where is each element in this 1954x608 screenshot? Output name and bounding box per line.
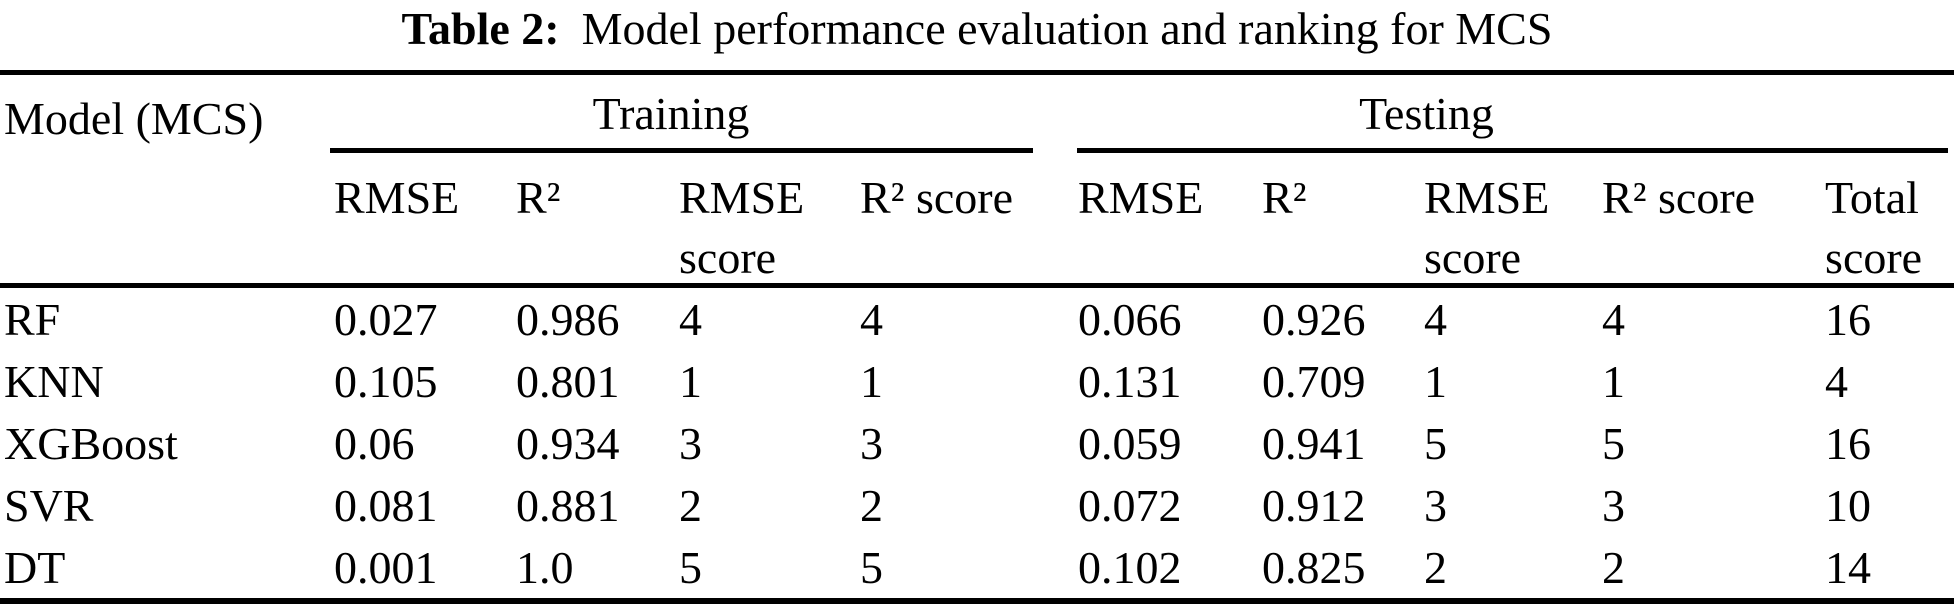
table-row-dt: DT 0.001 1.0 5 5 0.102 0.825 2 2 14 [0, 536, 1954, 598]
cell-test-r2: 0.941 [1262, 417, 1366, 469]
column-header-model: Model (MCS) [4, 93, 264, 144]
cell-train-rmse-score: 3 [679, 417, 702, 469]
cell-train-rmse: 0.105 [334, 355, 438, 407]
cell-train-rmse-score: 4 [679, 293, 702, 345]
table-top-rule [0, 70, 1954, 75]
performance-table: Model (MCS) Training Testing RMSE R² RMS… [0, 70, 1954, 598]
group-header-row: Model (MCS) Training Testing [0, 70, 1954, 148]
column-header-training-r2-score: R² score [860, 172, 1014, 223]
cell-train-r2: 0.986 [516, 293, 620, 345]
column-header-testing-r2: R² [1262, 172, 1307, 223]
cell-train-rmse-score: 1 [679, 355, 702, 407]
cell-train-r2-score: 5 [860, 541, 883, 593]
group-header-training: Training [592, 88, 750, 139]
model-name: XGBoost [4, 417, 178, 469]
column-header-testing-rmse: RMSE [1078, 172, 1204, 223]
table-row-xgboost: XGBoost 0.06 0.934 3 3 0.059 0.941 5 5 1… [0, 412, 1954, 474]
group-header-testing: Testing [1359, 88, 1494, 139]
table-bottom-rule [0, 598, 1954, 604]
cell-train-r2-score: 3 [860, 417, 883, 469]
table-row-knn: KNN 0.105 0.801 1 1 0.131 0.709 1 1 4 [0, 350, 1954, 412]
table-header-rule [0, 283, 1954, 288]
cell-test-rmse-score: 1 [1424, 355, 1448, 407]
cell-test-rmse: 0.072 [1078, 479, 1182, 531]
cell-total-score: 10 [1825, 479, 1872, 531]
cell-train-r2: 0.801 [516, 355, 620, 407]
cell-train-rmse: 0.081 [334, 479, 438, 531]
table-caption: Table 2: Model performance evaluation and… [0, 0, 1954, 58]
cell-test-r2: 0.825 [1262, 541, 1366, 593]
cell-train-r2: 1.0 [516, 541, 574, 593]
column-header-training-rmse: RMSE [334, 172, 460, 223]
cell-test-r2: 0.912 [1262, 479, 1366, 531]
cell-test-rmse-score: 4 [1424, 293, 1448, 345]
cell-total-score: 4 [1825, 355, 1849, 407]
cell-test-rmse-score: 3 [1424, 479, 1448, 531]
cell-test-rmse-score: 2 [1424, 541, 1448, 593]
testing-group-rule [1077, 148, 1948, 153]
column-header-training-r2: R² [516, 172, 561, 223]
cell-train-r2: 0.881 [516, 479, 620, 531]
cell-test-r2-score: 5 [1602, 417, 1626, 469]
training-group-rule [330, 148, 1033, 153]
cell-train-r2-score: 1 [860, 355, 883, 407]
cell-test-r2: 0.926 [1262, 293, 1366, 345]
subheader-row: RMSE R² RMSE score R² score RMSE R² RMSE… [0, 148, 1954, 288]
cell-test-r2-score: 2 [1602, 541, 1626, 593]
cell-test-rmse: 0.131 [1078, 355, 1182, 407]
table-caption-text: Model performance evaluation and ranking… [581, 3, 1553, 54]
cell-train-r2-score: 4 [860, 293, 883, 345]
cell-train-rmse: 0.001 [334, 541, 438, 593]
table-row-svr: SVR 0.081 0.881 2 2 0.072 0.912 3 3 10 [0, 474, 1954, 536]
column-header-training-rmse-score: RMSE score [679, 172, 805, 283]
cell-test-rmse: 0.066 [1078, 293, 1182, 345]
column-header-total-score: Total score [1825, 172, 1923, 283]
cell-test-r2: 0.709 [1262, 355, 1366, 407]
cell-train-rmse-score: 5 [679, 541, 702, 593]
cell-train-rmse: 0.06 [334, 417, 415, 469]
table-caption-tag: Table 2: [401, 3, 560, 54]
model-name: SVR [4, 479, 94, 531]
cell-test-r2-score: 1 [1602, 355, 1626, 407]
cell-test-r2-score: 4 [1602, 293, 1626, 345]
model-name: RF [4, 293, 61, 345]
model-name: KNN [4, 355, 104, 407]
cell-train-r2-score: 2 [860, 479, 883, 531]
cell-train-r2: 0.934 [516, 417, 620, 469]
column-header-testing-r2-score: R² score [1602, 172, 1756, 223]
cell-total-score: 16 [1825, 417, 1872, 469]
cell-total-score: 14 [1825, 541, 1872, 593]
cell-train-rmse: 0.027 [334, 293, 438, 345]
group-header-spacer [1825, 70, 1954, 148]
table-row-rf: RF 0.027 0.986 4 4 0.066 0.926 4 4 16 [0, 288, 1954, 350]
column-header-testing-rmse-score: RMSE score [1424, 172, 1550, 283]
cell-test-rmse: 0.102 [1078, 541, 1182, 593]
model-name: DT [4, 541, 66, 593]
cell-test-rmse-score: 5 [1424, 417, 1448, 469]
cell-test-rmse: 0.059 [1078, 417, 1182, 469]
cell-train-rmse-score: 2 [679, 479, 702, 531]
cell-total-score: 16 [1825, 293, 1872, 345]
cell-test-r2-score: 3 [1602, 479, 1626, 531]
